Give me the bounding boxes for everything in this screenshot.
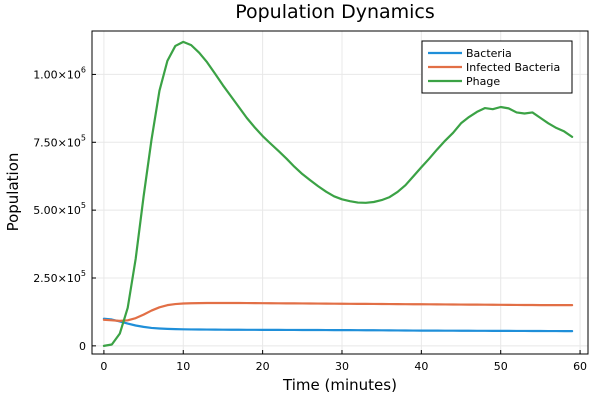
- series-lines: [102, 40, 574, 347]
- y-tick-mantissa: 1.00×10: [33, 68, 81, 81]
- x-tick-label: 60: [573, 360, 587, 373]
- x-axis-label: Time (minutes): [282, 376, 397, 394]
- x-tick-label: 0: [100, 360, 107, 373]
- y-tick-mantissa: 0: [79, 340, 86, 353]
- y-tick-label: 1.00×106: [33, 65, 86, 81]
- chart-title: Population Dynamics: [235, 1, 435, 23]
- y-tick-exponent: 5: [81, 269, 86, 278]
- y-axis-label: Population: [4, 153, 22, 232]
- legend-label: Phage: [466, 75, 500, 88]
- plot-frame: [91, 30, 589, 355]
- series-line-infected-bacteria: [102, 301, 574, 322]
- x-tick-label: 30: [335, 360, 349, 373]
- x-axis-ticks: 0 10 20 30 40 50 60: [100, 350, 587, 373]
- y-tick-label: 5.00×105: [33, 201, 86, 217]
- x-tick-label: 50: [494, 360, 508, 373]
- legend-label: Infected Bacteria: [466, 61, 560, 74]
- legend-label: Bacteria: [466, 47, 512, 60]
- series-line-phage: [102, 40, 574, 347]
- y-tick-label: 0: [79, 340, 86, 353]
- y-tick-mantissa: 5.00×10: [33, 204, 81, 217]
- y-tick-label: 7.50×105: [33, 133, 86, 149]
- y-tick-exponent: 5: [81, 133, 86, 142]
- series-line-bacteria: [102, 317, 574, 333]
- y-tick-exponent: 5: [81, 201, 86, 210]
- y-tick-exponent: 6: [81, 65, 86, 74]
- x-tick-label: 10: [176, 360, 190, 373]
- x-tick-label: 40: [414, 360, 428, 373]
- y-tick-mantissa: 2.50×10: [33, 272, 81, 285]
- y-tick-label: 2.50×105: [33, 269, 86, 285]
- y-tick-mantissa: 7.50×10: [33, 136, 81, 149]
- x-tick-label: 20: [256, 360, 270, 373]
